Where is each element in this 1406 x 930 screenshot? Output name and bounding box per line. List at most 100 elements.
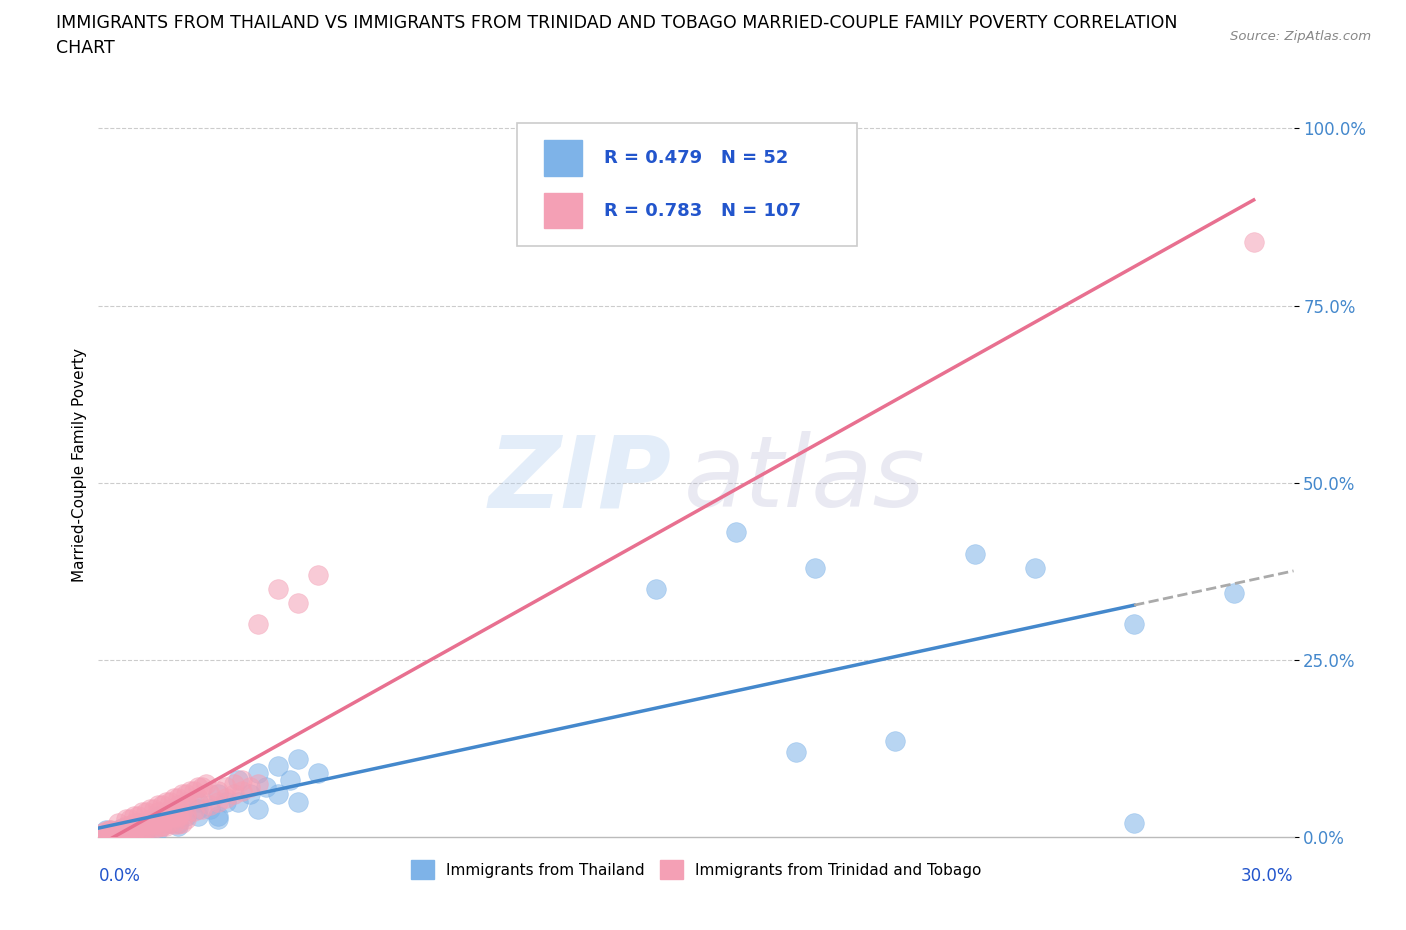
Point bbox=[215, 790, 238, 805]
Point bbox=[115, 825, 138, 840]
Point bbox=[163, 808, 186, 823]
Point bbox=[103, 825, 125, 840]
Point bbox=[91, 830, 114, 844]
Point bbox=[207, 808, 229, 823]
Point bbox=[155, 794, 177, 809]
Point bbox=[159, 808, 181, 823]
Point bbox=[148, 808, 170, 823]
Point bbox=[120, 819, 142, 834]
Point bbox=[222, 787, 245, 802]
Point bbox=[135, 816, 157, 830]
Point bbox=[143, 815, 166, 830]
Point bbox=[131, 822, 153, 837]
Point bbox=[239, 780, 262, 795]
Point bbox=[135, 822, 157, 837]
Point bbox=[246, 765, 269, 780]
Point bbox=[120, 819, 142, 834]
Point bbox=[267, 581, 290, 596]
Point bbox=[159, 808, 181, 823]
Point bbox=[963, 546, 986, 561]
Point bbox=[207, 812, 229, 827]
Point bbox=[127, 808, 149, 823]
Point bbox=[150, 814, 173, 829]
Point bbox=[159, 810, 181, 825]
Point bbox=[111, 824, 134, 839]
Point bbox=[174, 812, 197, 827]
Text: ZIP: ZIP bbox=[489, 432, 672, 528]
Point bbox=[183, 783, 205, 798]
Point bbox=[148, 816, 170, 830]
Point bbox=[103, 826, 125, 841]
Point bbox=[215, 780, 238, 795]
Point bbox=[135, 817, 157, 831]
Point bbox=[287, 751, 309, 766]
Text: atlas: atlas bbox=[685, 432, 925, 528]
Point bbox=[246, 777, 269, 791]
Point bbox=[103, 826, 125, 841]
Point bbox=[124, 819, 146, 834]
Point bbox=[115, 819, 138, 834]
Point bbox=[187, 794, 209, 809]
Point bbox=[207, 794, 229, 809]
Point bbox=[246, 617, 269, 631]
Text: R = 0.783   N = 107: R = 0.783 N = 107 bbox=[605, 202, 801, 219]
Point bbox=[287, 794, 309, 809]
Point bbox=[148, 798, 170, 813]
Point bbox=[307, 765, 329, 780]
Point bbox=[150, 819, 173, 834]
Point bbox=[111, 822, 134, 837]
Point bbox=[115, 822, 138, 837]
Point bbox=[198, 798, 221, 813]
Point bbox=[135, 804, 157, 819]
Point bbox=[124, 824, 146, 839]
Point bbox=[246, 802, 269, 817]
Point bbox=[187, 808, 209, 823]
Point bbox=[167, 798, 190, 813]
Point bbox=[103, 824, 125, 839]
Text: 30.0%: 30.0% bbox=[1241, 867, 1294, 884]
Point bbox=[120, 822, 142, 837]
Point bbox=[111, 821, 134, 836]
Point bbox=[131, 804, 153, 819]
Point bbox=[215, 794, 238, 809]
Point bbox=[195, 777, 218, 791]
Point bbox=[127, 816, 149, 830]
Point bbox=[172, 804, 194, 819]
Point bbox=[804, 560, 827, 575]
Point bbox=[155, 810, 177, 825]
Point bbox=[150, 813, 173, 828]
Point bbox=[148, 804, 170, 819]
Point bbox=[127, 819, 149, 834]
Point bbox=[163, 817, 186, 831]
Point bbox=[163, 790, 186, 805]
Point bbox=[287, 596, 309, 611]
Text: Source: ZipAtlas.com: Source: ZipAtlas.com bbox=[1230, 30, 1371, 43]
Point bbox=[1243, 234, 1265, 249]
Point bbox=[124, 816, 146, 830]
Point bbox=[1123, 816, 1146, 830]
Point bbox=[135, 817, 157, 831]
Point bbox=[127, 816, 149, 830]
Point bbox=[139, 802, 162, 817]
Point bbox=[207, 787, 229, 802]
Point bbox=[120, 812, 142, 827]
Point bbox=[167, 816, 190, 830]
Point bbox=[107, 822, 129, 837]
Point bbox=[111, 823, 134, 838]
Y-axis label: Married-Couple Family Poverty: Married-Couple Family Poverty bbox=[72, 348, 87, 582]
Point bbox=[278, 773, 301, 788]
Point bbox=[115, 824, 138, 839]
Point bbox=[167, 802, 190, 817]
Point bbox=[191, 802, 214, 817]
Point bbox=[148, 814, 170, 829]
Point bbox=[107, 827, 129, 842]
Point bbox=[254, 780, 277, 795]
Point bbox=[267, 759, 290, 774]
Point bbox=[96, 824, 118, 839]
Point bbox=[226, 773, 249, 788]
Point bbox=[159, 816, 181, 830]
Point bbox=[98, 826, 122, 841]
Point bbox=[98, 822, 122, 837]
Point bbox=[724, 525, 747, 539]
Point bbox=[884, 734, 907, 749]
